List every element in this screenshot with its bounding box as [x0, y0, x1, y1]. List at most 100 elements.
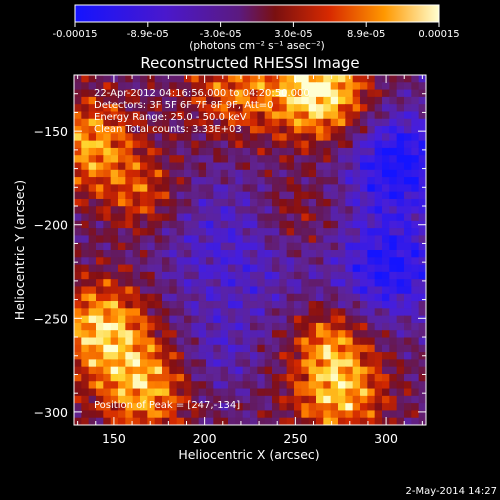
heatmap-cell — [118, 366, 126, 375]
heatmap-cell — [118, 177, 126, 185]
heatmap-cell — [382, 242, 390, 251]
heatmap-cell — [352, 140, 361, 149]
heatmap-cell — [323, 395, 332, 404]
heatmap-cell — [382, 133, 390, 142]
heatmap-cell — [176, 308, 185, 317]
heatmap-cell — [360, 206, 368, 215]
heatmap-cell — [374, 286, 383, 295]
heatmap-cell — [147, 169, 156, 178]
heatmap-cell — [125, 147, 134, 156]
heatmap-cell — [206, 177, 214, 185]
heatmap-cell — [257, 162, 266, 171]
heatmap-cell — [96, 206, 104, 215]
heatmap-cell — [411, 308, 420, 317]
heatmap-cell — [228, 373, 236, 382]
heatmap-cell — [147, 111, 156, 120]
heatmap-cell — [301, 337, 310, 346]
heatmap-cell — [125, 250, 134, 258]
heatmap-cell — [294, 315, 302, 324]
heatmap-cell — [154, 162, 163, 171]
heatmap-cell — [264, 271, 273, 280]
heatmap-cell — [323, 322, 332, 331]
plot-frame — [73, 74, 427, 426]
heatmap-cell — [418, 293, 426, 302]
heatmap-cell — [250, 220, 258, 229]
heatmap-cell — [264, 308, 273, 317]
heatmap-cell — [286, 82, 295, 91]
heatmap-cell — [330, 381, 339, 390]
heatmap-cell — [118, 118, 126, 127]
heatmap-cell — [140, 337, 148, 346]
heatmap-cell — [360, 169, 368, 178]
heatmap-cell — [125, 82, 134, 91]
colorbar-tick-labels: -0.00015 -8.9e-05 -3.0e-05 3.0e-05 8.9e-05 0.… — [53, 29, 460, 40]
heatmap-cell — [147, 184, 156, 193]
heatmap-cell — [235, 133, 244, 142]
heatmap-cell — [162, 89, 170, 98]
heatmap-cell — [235, 417, 244, 425]
heatmap-cell — [140, 213, 148, 222]
heatmap-cell — [272, 198, 280, 207]
heatmap-cell — [110, 388, 119, 397]
heatmap-cell — [125, 104, 134, 113]
heatmap-cell — [382, 395, 390, 404]
heatmap-cell — [103, 250, 112, 258]
heatmap-cell — [220, 279, 229, 288]
heatmap-cell — [132, 417, 141, 425]
heatmap-cell — [257, 286, 266, 295]
heatmap-cell — [360, 373, 368, 382]
heatmap-cell — [345, 293, 354, 302]
heatmap-cell — [235, 104, 244, 113]
heatmap-cell — [418, 162, 426, 171]
heatmap-cell — [88, 75, 97, 83]
heatmap-cell — [118, 235, 126, 244]
heatmap-cell — [184, 264, 192, 273]
heatmap-cell — [96, 133, 104, 142]
heatmap-cell — [125, 220, 134, 229]
colorbar — [74, 4, 440, 23]
heatmap-cell — [176, 264, 185, 273]
heatmap-cell — [184, 322, 192, 331]
heatmap-cell — [294, 388, 302, 397]
heatmap-cell — [286, 381, 295, 390]
heatmap-cell — [330, 198, 339, 207]
heatmap-cell — [308, 75, 317, 83]
heatmap-cell — [228, 177, 236, 185]
heatmap-cell — [374, 242, 383, 251]
heatmap-cell — [389, 410, 398, 419]
heatmap-cell — [374, 257, 383, 266]
heatmap-cell — [250, 169, 258, 178]
heatmap-cell — [235, 89, 244, 98]
info-line-clean: Clean Total counts: 3.33E+03 — [94, 124, 242, 135]
heatmap-cell — [264, 337, 273, 346]
heatmap-cell — [88, 373, 97, 382]
heatmap-cell — [257, 395, 266, 404]
heatmap-cell — [338, 220, 346, 229]
heatmap-cell — [125, 140, 134, 149]
heatmap-cell — [418, 337, 426, 346]
heatmap-cell — [118, 257, 126, 266]
heatmap-cell — [286, 301, 295, 309]
heatmap-cell — [154, 271, 163, 280]
heatmap-cell — [125, 213, 134, 222]
heatmap-cell — [81, 220, 90, 229]
heatmap-cell — [257, 184, 266, 193]
heatmap-cell — [389, 177, 398, 185]
heatmap-cell — [184, 293, 192, 302]
heatmap-cell — [140, 373, 148, 382]
heatmap-cell — [404, 366, 412, 375]
heatmap-cell — [206, 381, 214, 390]
heatmap-cell — [257, 104, 266, 113]
heatmap-cell — [140, 352, 148, 360]
heatmap-cell — [396, 111, 405, 120]
heatmap-cell — [110, 410, 119, 419]
heatmap-cell — [396, 308, 405, 317]
heatmap-cell — [228, 337, 236, 346]
heatmap-cell — [257, 126, 266, 134]
heatmap-cell — [154, 293, 163, 302]
heatmap-cell — [338, 169, 346, 178]
heatmap-cell — [147, 352, 156, 360]
heatmap-cell — [162, 147, 170, 156]
heatmap-cell — [198, 89, 207, 98]
heatmap-cell — [308, 352, 317, 360]
